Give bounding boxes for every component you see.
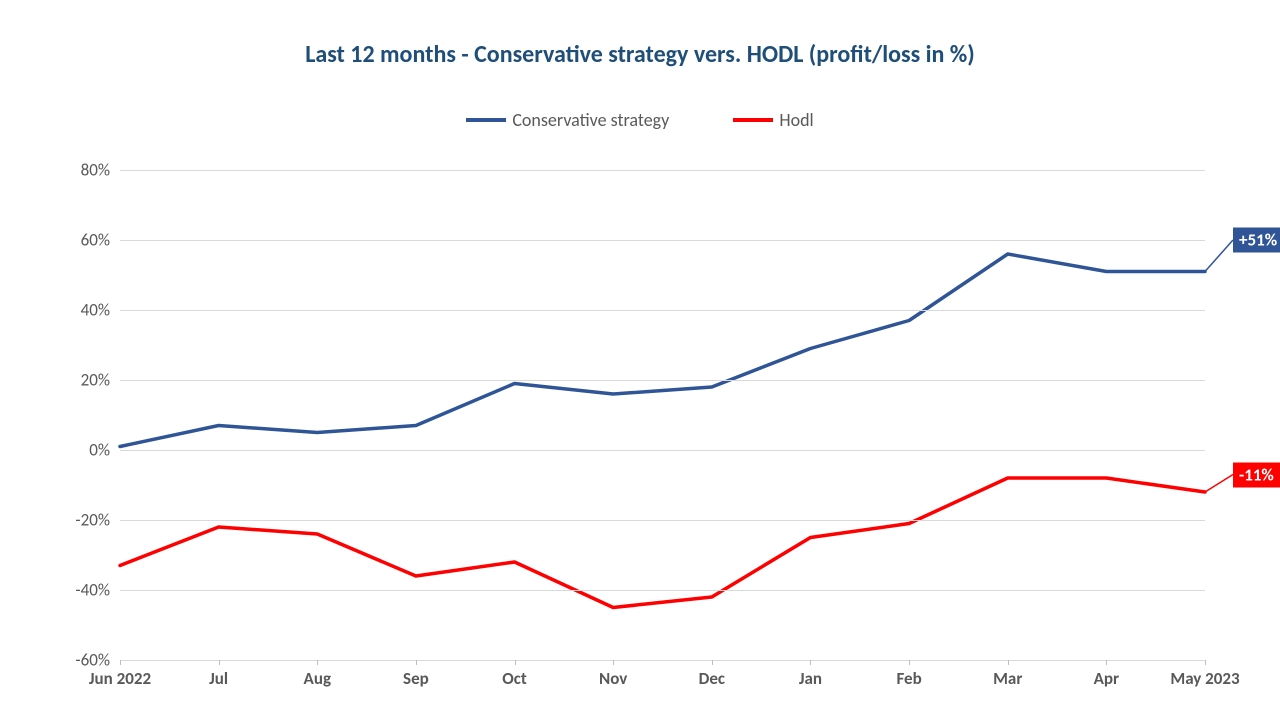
y-axis-label: 80% [81,160,120,181]
end-label-leader [1205,475,1233,493]
legend-label-conservative: Conservative strategy [512,109,669,131]
gridline [120,520,1205,521]
gridline [120,450,1205,451]
x-axis-label: Jul [209,660,228,689]
legend-item-hodl: Hodl [733,109,813,131]
y-axis-label: 0% [89,440,120,461]
x-axis-label: Dec [699,660,725,689]
gridline [120,590,1205,591]
y-axis-label: 20% [81,370,120,391]
x-axis-label: Feb [896,660,921,689]
gridline [120,660,1205,661]
legend-swatch-conservative [466,118,506,122]
chart-legend: Conservative strategy Hodl [0,105,1280,131]
legend-swatch-hodl [733,118,773,122]
line-layer [120,170,1205,660]
plot-area: -60%-40%-20%0%20%40%60%80%Jun 2022JulAug… [120,170,1205,660]
series-end-label: +51% [1233,228,1280,253]
y-axis-label: -40% [75,580,120,601]
gridline [120,240,1205,241]
x-axis-label: Jan [799,660,822,689]
x-axis-label: Mar [993,660,1022,689]
chart-container: Last 12 months - Conservative strategy v… [0,0,1280,720]
legend-item-conservative: Conservative strategy [466,109,669,131]
y-axis-label: 40% [81,300,120,321]
y-axis-label: 60% [81,230,120,251]
y-axis-label: -20% [75,510,120,531]
x-axis-label: Apr [1094,660,1119,689]
series-line-hodl [120,478,1205,608]
series-end-label: -11% [1233,462,1280,487]
x-axis-label: Jun 2022 [89,660,151,689]
x-axis-label: Nov [599,660,627,689]
gridline [120,310,1205,311]
x-axis-label: Aug [304,660,331,689]
gridline [120,380,1205,381]
x-axis-label: Sep [403,660,429,689]
legend-label-hodl: Hodl [779,109,813,131]
end-label-leader [1205,240,1233,272]
gridline [120,170,1205,171]
series-line-conservative [120,254,1205,447]
x-axis-label: May 2023 [1170,660,1239,689]
x-axis-label: Oct [502,660,527,689]
chart-title: Last 12 months - Conservative strategy v… [0,40,1280,69]
